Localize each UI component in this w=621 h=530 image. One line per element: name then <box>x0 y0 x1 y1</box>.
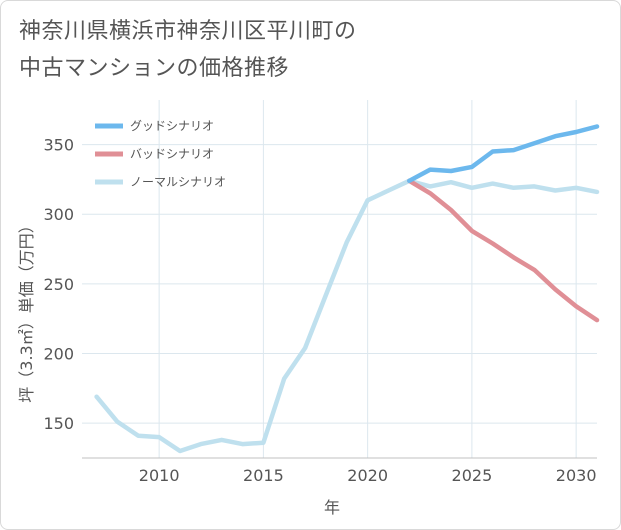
x-gridlines <box>158 100 577 458</box>
y-tick-label: 300 <box>43 205 74 224</box>
x-tick-label: 2010 <box>139 466 180 485</box>
x-tick-label: 2015 <box>243 466 284 485</box>
series-lines <box>94 124 600 454</box>
legend-label-0: グッドシナリオ <box>130 119 214 133</box>
series-line-2 <box>94 178 600 454</box>
series-line-0 <box>407 124 600 184</box>
x-tick-labels: 2010 2015 2020 2025 2030 <box>139 466 597 485</box>
x-tick-label: 2025 <box>452 466 493 485</box>
y-tick-labels: 150 200 250 300 350 <box>43 136 74 434</box>
legend-label-2: ノーマルシナリオ <box>130 175 226 189</box>
series-line-1 <box>407 178 600 323</box>
chart-title: 神奈川県横浜市神奈川区平川町の 中古マンションの価格推移 <box>19 13 579 87</box>
y-axis-title: 坪（3.3㎡）単価（万円） <box>17 217 36 402</box>
x-axis-title: 年 <box>324 498 340 517</box>
y-tick-label: 200 <box>43 345 74 364</box>
chart-title-line-2: 中古マンションの価格推移 <box>19 56 290 81</box>
legend-label-1: バッドシナリオ <box>130 147 214 161</box>
x-tick-label: 2020 <box>347 466 388 485</box>
y-gridlines <box>82 144 597 424</box>
y-tick-label: 350 <box>43 136 74 155</box>
y-tick-label: 150 <box>43 414 74 433</box>
plot-area <box>82 100 597 458</box>
x-tick-label: 2030 <box>556 466 597 485</box>
chart-title-line-1: 神奈川県横浜市神奈川区平川町の <box>19 19 357 44</box>
y-tick-label: 250 <box>43 275 74 294</box>
